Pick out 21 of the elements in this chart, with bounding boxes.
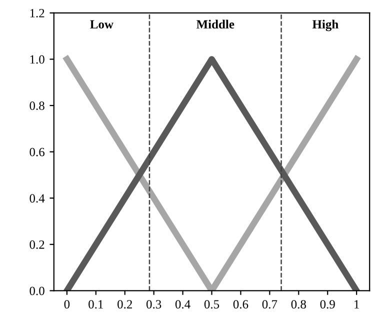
- x-tick-label: 0.1: [88, 300, 103, 309]
- annotation: Low: [90, 20, 114, 29]
- annotation: High: [312, 20, 338, 32]
- x-tick-label: 0.3: [146, 300, 162, 309]
- x-tick-label: 0.2: [118, 300, 132, 309]
- y-tick-label: 1.0: [30, 55, 44, 64]
- y-tick-label: 0.6: [30, 148, 44, 156]
- x-tick-label: 0.8: [291, 300, 306, 309]
- x-tick-label: 0.7: [262, 300, 278, 309]
- y-tick-label: 0.8: [30, 102, 44, 110]
- x-tick-label: 0: [64, 300, 70, 309]
- x-tick-label: 1: [354, 300, 359, 308]
- x-tick-label: 0.5: [204, 300, 220, 309]
- y-tick-label: 0.2: [30, 240, 44, 249]
- y-tick-label: 0.0: [30, 286, 44, 296]
- x-tick-label: 0.6: [233, 300, 248, 309]
- x-tick-label: 0.9: [320, 300, 335, 309]
- y-tick-label: 1.2: [30, 8, 44, 18]
- y-tick-label: 0.4: [30, 194, 45, 203]
- x-tick-label: 0.4: [175, 300, 190, 309]
- annotation: Middle: [196, 20, 234, 29]
